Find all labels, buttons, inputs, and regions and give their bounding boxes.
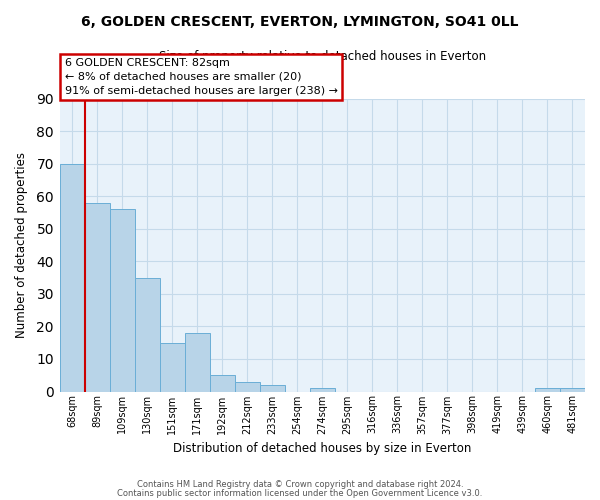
Bar xyxy=(85,203,110,392)
Bar xyxy=(59,164,85,392)
Text: 6, GOLDEN CRESCENT, EVERTON, LYMINGTON, SO41 0LL: 6, GOLDEN CRESCENT, EVERTON, LYMINGTON, … xyxy=(81,15,519,29)
Bar xyxy=(560,388,585,392)
Bar xyxy=(535,388,560,392)
Bar xyxy=(134,278,160,392)
Bar xyxy=(310,388,335,392)
Y-axis label: Number of detached properties: Number of detached properties xyxy=(15,152,28,338)
Bar xyxy=(260,385,285,392)
Bar xyxy=(235,382,260,392)
Bar xyxy=(110,210,134,392)
Title: Size of property relative to detached houses in Everton: Size of property relative to detached ho… xyxy=(158,50,486,63)
Text: Contains public sector information licensed under the Open Government Licence v3: Contains public sector information licen… xyxy=(118,488,482,498)
Bar xyxy=(160,342,185,392)
X-axis label: Distribution of detached houses by size in Everton: Distribution of detached houses by size … xyxy=(173,442,472,455)
Text: Contains HM Land Registry data © Crown copyright and database right 2024.: Contains HM Land Registry data © Crown c… xyxy=(137,480,463,489)
Bar xyxy=(185,333,209,392)
Bar xyxy=(209,376,235,392)
Text: 6 GOLDEN CRESCENT: 82sqm
← 8% of detached houses are smaller (20)
91% of semi-de: 6 GOLDEN CRESCENT: 82sqm ← 8% of detache… xyxy=(65,58,338,96)
